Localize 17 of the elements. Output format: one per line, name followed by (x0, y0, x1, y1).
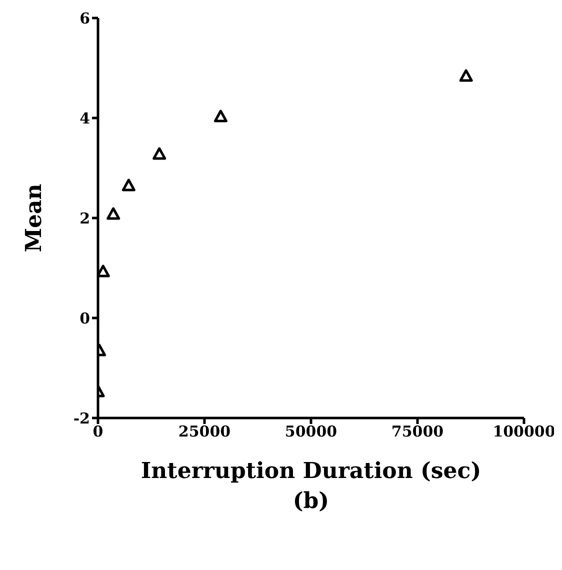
y-tick-label: 2 (80, 209, 90, 228)
x-axis-title: Interruption Duration (sec) (140, 458, 482, 484)
x-tick-label: 75000 (391, 422, 444, 441)
point (152, 147, 166, 160)
y-axis-title: Mean (20, 184, 47, 252)
text: (b) (292, 488, 330, 514)
point (122, 178, 136, 192)
y-tick-label: 0 (80, 309, 90, 328)
y-tick-label: 4 (80, 109, 90, 128)
y-tick-label: 6 (80, 9, 90, 28)
point (214, 110, 228, 122)
point (459, 69, 473, 82)
x-tick-label: 50000 (284, 422, 338, 441)
y-tick-label: -2 (73, 409, 90, 428)
point (106, 207, 120, 220)
x-tick-label: 0 (92, 422, 104, 441)
x-tick-label: 25000 (178, 422, 231, 441)
